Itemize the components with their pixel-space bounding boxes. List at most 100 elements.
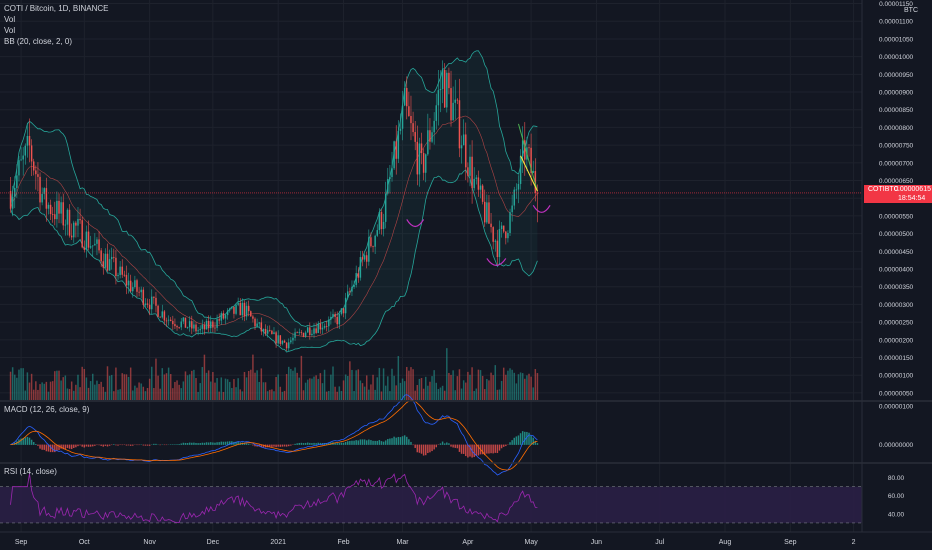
- macd-histogram-bar: [129, 444, 132, 446]
- macd-histogram-bar: [87, 444, 90, 447]
- volume-bar: [117, 389, 119, 400]
- volume-bar: [260, 368, 263, 400]
- volume-bar: [258, 381, 260, 400]
- wedge-lower: [520, 155, 538, 192]
- volume-bar: [233, 379, 235, 400]
- candle-body: [285, 342, 288, 349]
- volume-bar: [458, 369, 461, 400]
- volume-bar: [477, 369, 480, 400]
- volume-bar: [49, 381, 52, 400]
- volume-bar: [94, 384, 96, 400]
- candle-body: [467, 167, 469, 176]
- macd-histogram-bar: [452, 444, 454, 448]
- candle-body: [54, 214, 56, 220]
- candle-body: [328, 319, 330, 327]
- macd-histogram-bar: [89, 444, 92, 447]
- candle-body: [199, 328, 201, 331]
- macd-histogram-bar: [41, 444, 43, 450]
- macd-histogram-bar: [30, 439, 33, 445]
- volume-bar: [144, 391, 147, 400]
- volume-bar: [119, 389, 121, 400]
- volume-bar: [81, 366, 83, 400]
- macd-histogram-bar: [422, 444, 425, 456]
- candle-body: [205, 320, 208, 330]
- candle-body: [365, 255, 368, 262]
- rsi-tick-label: 40.00: [888, 511, 905, 518]
- macd-histogram-bar: [475, 444, 478, 456]
- volume-bar: [214, 382, 216, 400]
- candle-body: [237, 302, 239, 305]
- candle-body: [420, 143, 423, 154]
- candle-body: [528, 147, 530, 149]
- volume-bar: [323, 369, 326, 400]
- volume-bar: [406, 366, 408, 400]
- macd-histogram-bar: [252, 444, 254, 446]
- macd-histogram-bar: [513, 437, 515, 445]
- macd-histogram-bar: [363, 439, 366, 445]
- candle-body: [439, 89, 442, 91]
- macd-histogram-bar: [536, 443, 539, 445]
- volume-bar: [494, 365, 497, 400]
- candle-body: [132, 287, 134, 292]
- volume-bar: [492, 375, 494, 400]
- volume-bar: [239, 389, 242, 400]
- price-axis-bg: [862, 0, 932, 550]
- macd-histogram-bar: [462, 444, 465, 454]
- volume-bar: [311, 378, 313, 400]
- candle-body: [536, 192, 539, 194]
- candle-body: [323, 326, 326, 328]
- candle-body: [505, 231, 507, 239]
- volume-bar: [115, 367, 117, 400]
- volume-bar: [195, 378, 197, 400]
- volume-bar: [254, 372, 256, 400]
- macd-histogram-bar: [205, 442, 208, 445]
- candle-body: [155, 297, 157, 306]
- candle-body: [309, 327, 311, 336]
- volume-bar: [73, 390, 75, 400]
- volume-bar: [433, 370, 435, 400]
- macd-tick-label: 0.00000000: [879, 442, 914, 449]
- candle-body: [108, 259, 111, 271]
- candle-body: [146, 303, 149, 305]
- macd-histogram-bar: [35, 443, 37, 445]
- candle-body: [125, 274, 128, 286]
- candle-body: [129, 280, 132, 292]
- macd-histogram-bar: [334, 442, 336, 445]
- macd-histogram-bar: [68, 444, 71, 449]
- candle-body: [532, 171, 534, 174]
- volume-bar: [151, 366, 153, 400]
- macd-histogram-bar: [399, 437, 402, 445]
- candle-body: [387, 179, 389, 194]
- volume-bar: [85, 377, 88, 400]
- candle-body: [311, 333, 313, 336]
- pane-dividers: [0, 400, 932, 464]
- macd-histogram-bar: [43, 444, 45, 450]
- candle-body: [492, 227, 494, 242]
- macd-histogram-bar: [460, 444, 463, 454]
- candle-body: [195, 324, 197, 332]
- time-tick-label: Jul: [655, 539, 664, 546]
- macd-histogram-bar: [353, 440, 355, 445]
- macd-histogram-bar: [517, 435, 520, 445]
- volume-bar: [110, 374, 113, 400]
- macd-histogram-bar: [465, 444, 467, 457]
- macd-histogram-bar: [427, 444, 429, 454]
- macd-histogram-bar: [389, 438, 391, 445]
- candle-body: [321, 327, 324, 330]
- candle-body: [477, 177, 480, 190]
- candle-body: [384, 193, 387, 222]
- candle-body: [256, 323, 258, 327]
- volume-bar: [524, 378, 526, 400]
- badge-price: 0.00000615: [894, 186, 931, 193]
- volume-bar: [182, 381, 185, 400]
- volume-bar: [20, 368, 22, 400]
- candle-body: [233, 306, 235, 314]
- volume-bar: [372, 374, 374, 400]
- candle-body: [521, 140, 524, 157]
- volume-bar: [186, 375, 189, 400]
- volume-bar: [431, 376, 433, 400]
- candle-body: [100, 250, 102, 262]
- volume-bar: [277, 374, 279, 400]
- macd-histogram-bar: [113, 444, 115, 445]
